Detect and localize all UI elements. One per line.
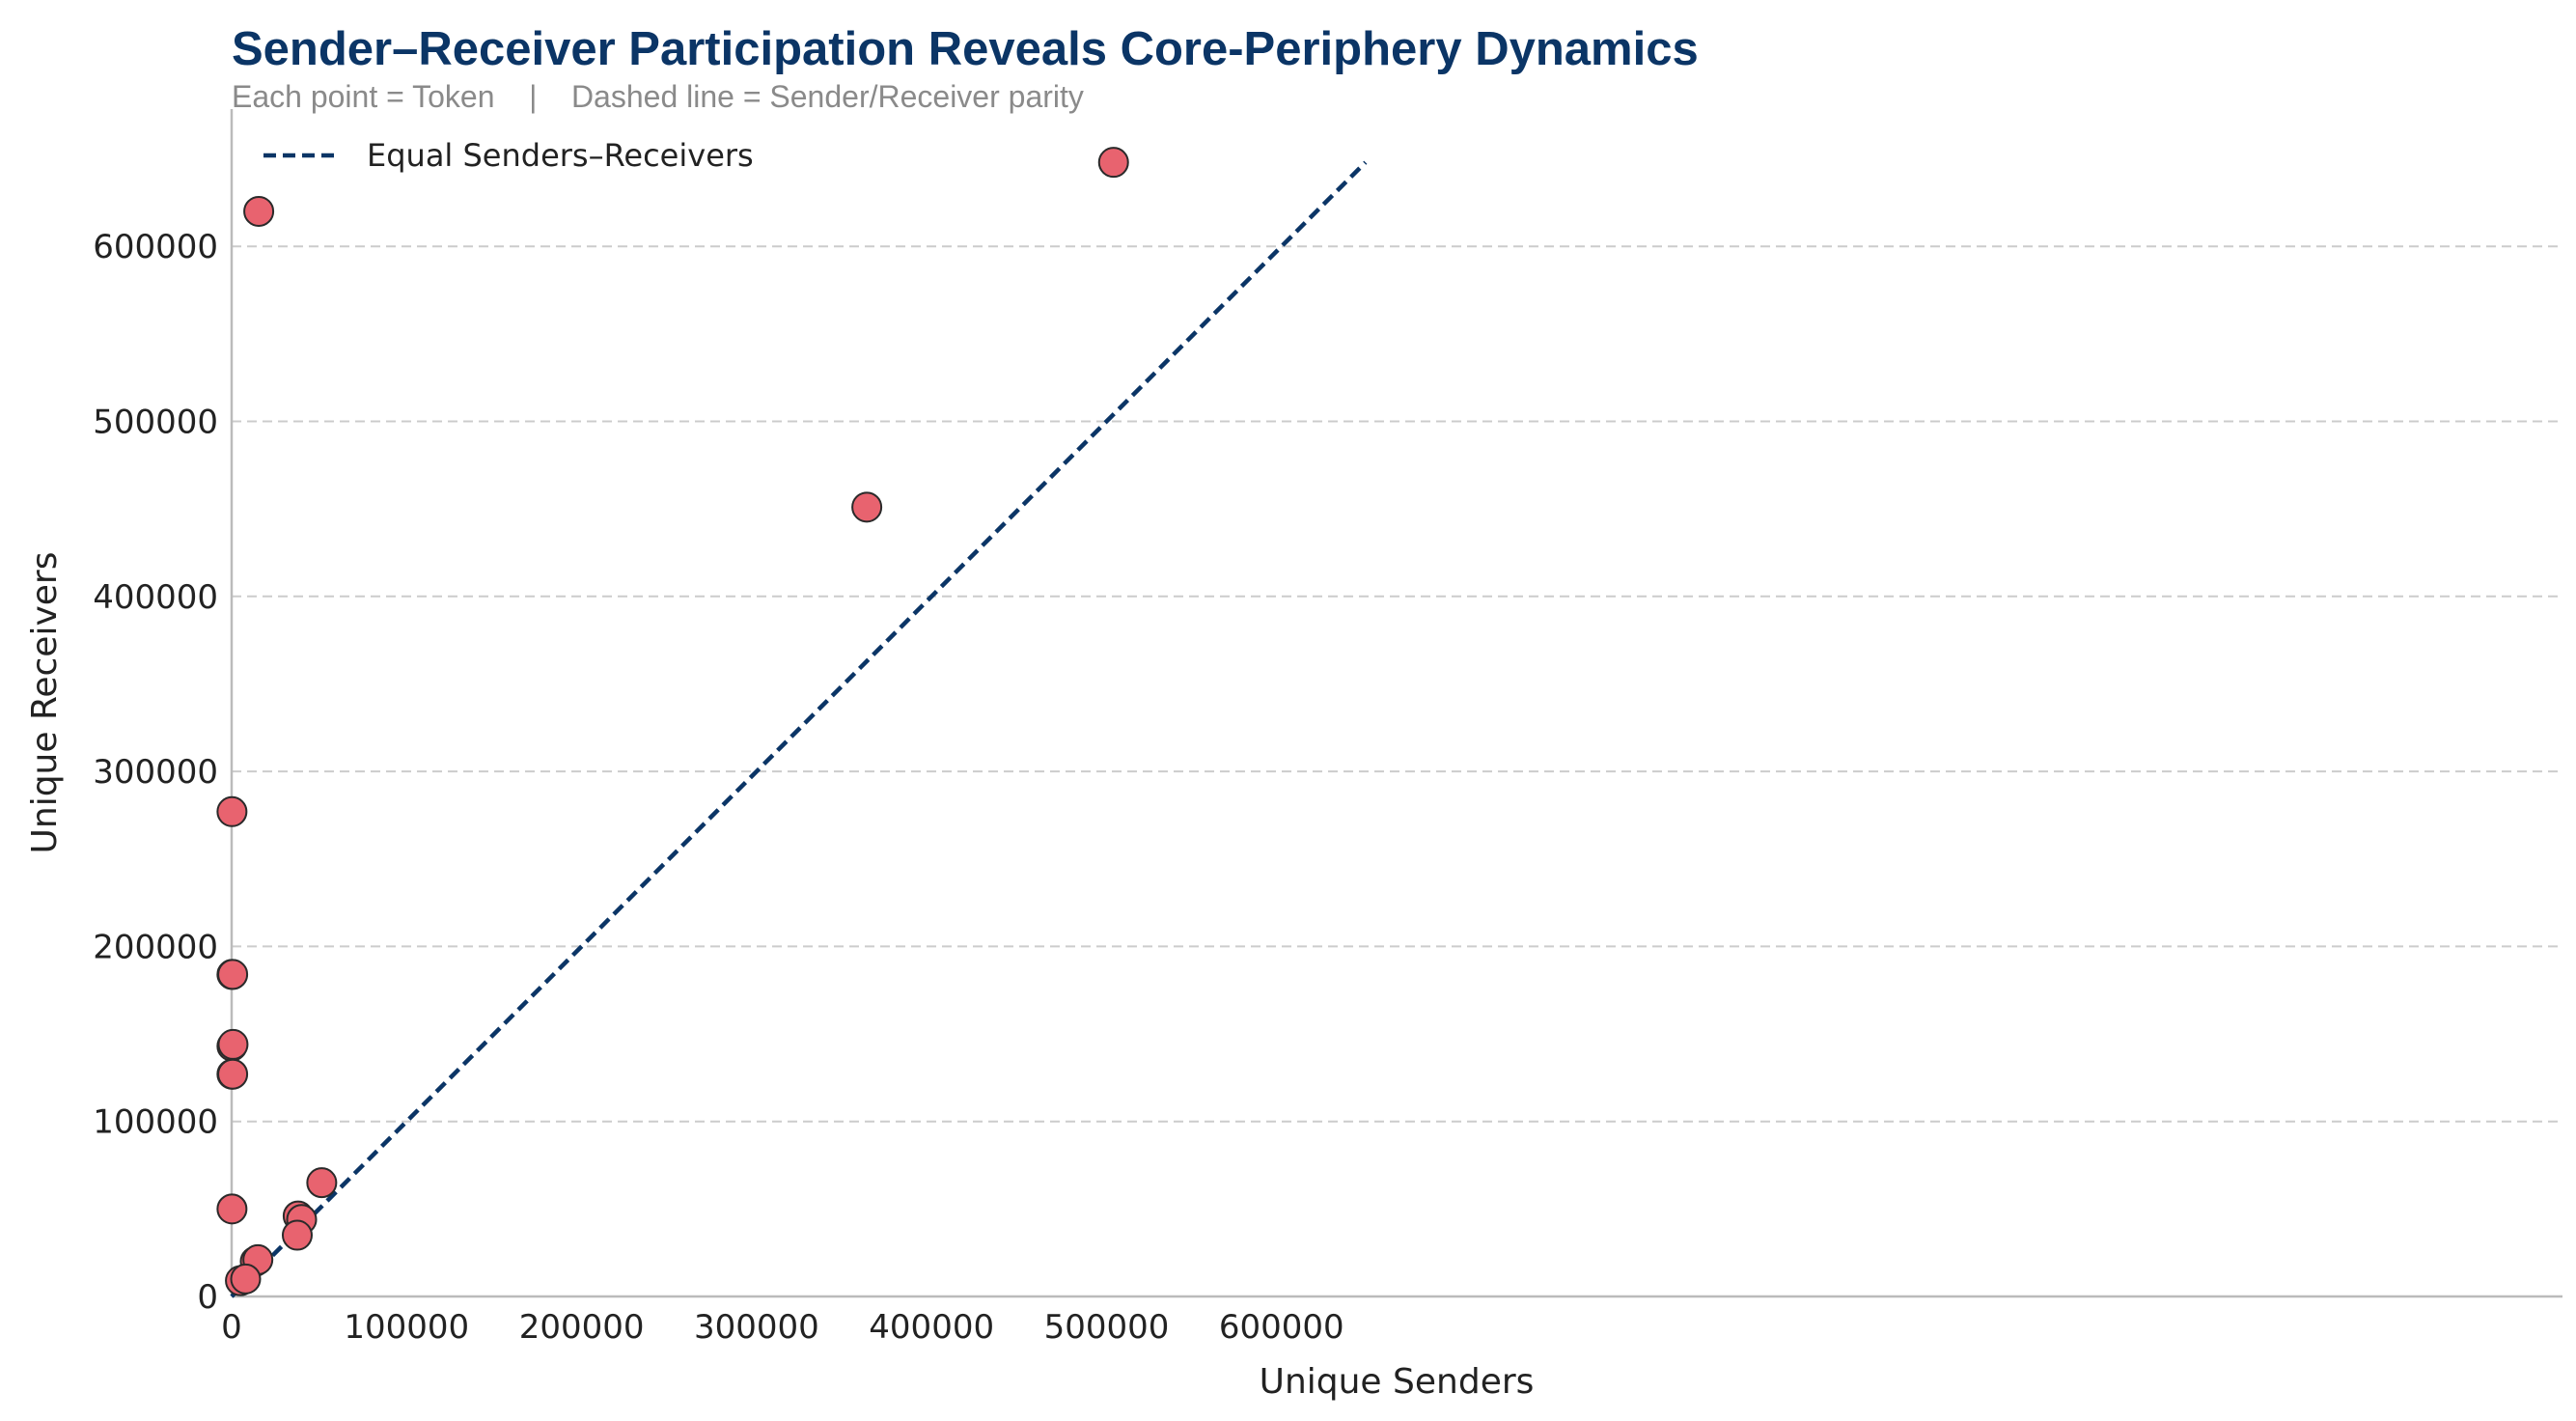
legend-label: Equal Senders–Receivers xyxy=(367,137,754,174)
y-tick-label: 100000 xyxy=(93,1103,218,1142)
y-tick-label: 200000 xyxy=(93,928,218,966)
data-point xyxy=(217,959,249,990)
chart-subtitle: Each point = Token | Dashed line = Sende… xyxy=(232,79,1084,114)
x-tick-label: 400000 xyxy=(869,1308,994,1347)
data-points xyxy=(216,147,1129,1296)
y-axis-label: Unique Receivers xyxy=(25,552,65,854)
x-tick-label: 600000 xyxy=(1219,1308,1344,1347)
x-tick-label: 100000 xyxy=(344,1308,469,1347)
data-point xyxy=(281,1219,313,1251)
y-tick-label: 400000 xyxy=(93,578,218,617)
data-point xyxy=(230,1263,262,1295)
chart-title: Sender–Receiver Participation Reveals Co… xyxy=(232,23,1699,75)
x-tick-label: 500000 xyxy=(1044,1308,1170,1347)
legend: Equal Senders–Receivers xyxy=(263,137,754,174)
data-point xyxy=(216,795,248,827)
data-point xyxy=(216,1193,248,1225)
data-point xyxy=(306,1167,338,1199)
y-tick-label: 600000 xyxy=(93,228,218,266)
y-tick-label: 0 xyxy=(197,1278,218,1317)
x-tick-label: 300000 xyxy=(694,1308,819,1347)
parity-line xyxy=(230,160,1368,1298)
data-point xyxy=(243,195,275,227)
tick-labels: 0 100000 200000 300000 400000 500000 600000 0 10… xyxy=(93,228,1343,1347)
gridlines xyxy=(232,245,2562,1123)
data-point xyxy=(217,1028,249,1060)
y-tick-label: 300000 xyxy=(93,753,218,792)
x-tick-label: 200000 xyxy=(519,1308,645,1347)
y-tick-label: 500000 xyxy=(93,404,218,442)
data-point xyxy=(217,1058,249,1090)
data-point xyxy=(851,491,883,523)
x-tick-label: 0 xyxy=(221,1308,242,1347)
data-point xyxy=(1097,147,1129,179)
x-axis-label: Unique Senders xyxy=(1260,1362,1535,1402)
